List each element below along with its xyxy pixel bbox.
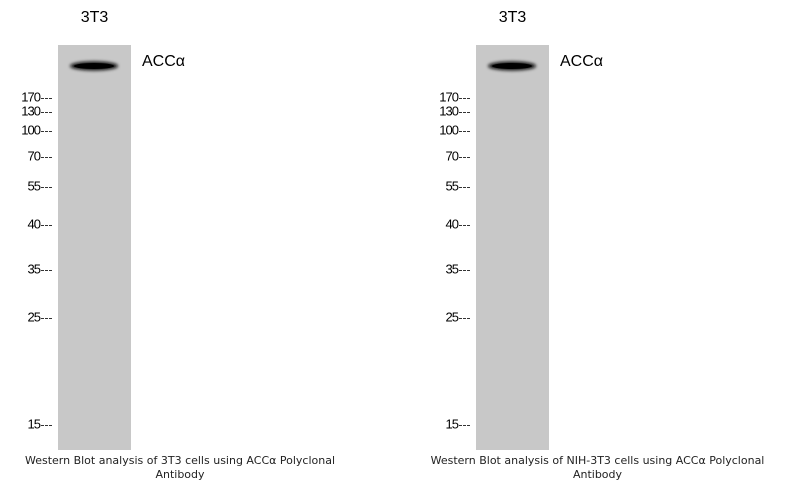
marker-label: 15 [28,416,41,431]
marker-label: 55 [446,178,459,193]
lane [476,45,549,450]
lane [58,45,131,450]
marker-label: 40 [28,216,41,231]
marker-label: 25 [28,309,41,324]
marker-label: 70 [28,148,41,163]
lane-label: 3T3 [81,9,109,26]
marker-label: 170 [439,89,458,104]
page: 3T3ACCα1701301007055403525153T3ACCα17013… [0,0,790,491]
band-label: ACCα [142,53,185,70]
marker-label: 40 [446,216,459,231]
marker-label: 35 [28,261,41,276]
marker-label: 100 [439,122,458,137]
marker-label: 170 [21,89,40,104]
marker-label: 35 [446,261,459,276]
marker-label: 55 [28,178,41,193]
blot-figure: 3T3ACCα1701301007055403525153T3ACCα17013… [0,0,790,450]
marker-label: 100 [21,122,40,137]
marker-label: 130 [439,103,458,118]
caption: Western Blot analysis of NIH-3T3 cells u… [405,454,790,482]
band-label: ACCα [560,53,603,70]
lane-label: 3T3 [499,9,527,26]
marker-label: 70 [446,148,459,163]
caption: Western Blot analysis of 3T3 cells using… [0,454,360,482]
band-core [74,63,114,69]
band-core [492,63,532,69]
marker-label: 15 [446,416,459,431]
marker-label: 130 [21,103,40,118]
marker-label: 25 [446,309,459,324]
